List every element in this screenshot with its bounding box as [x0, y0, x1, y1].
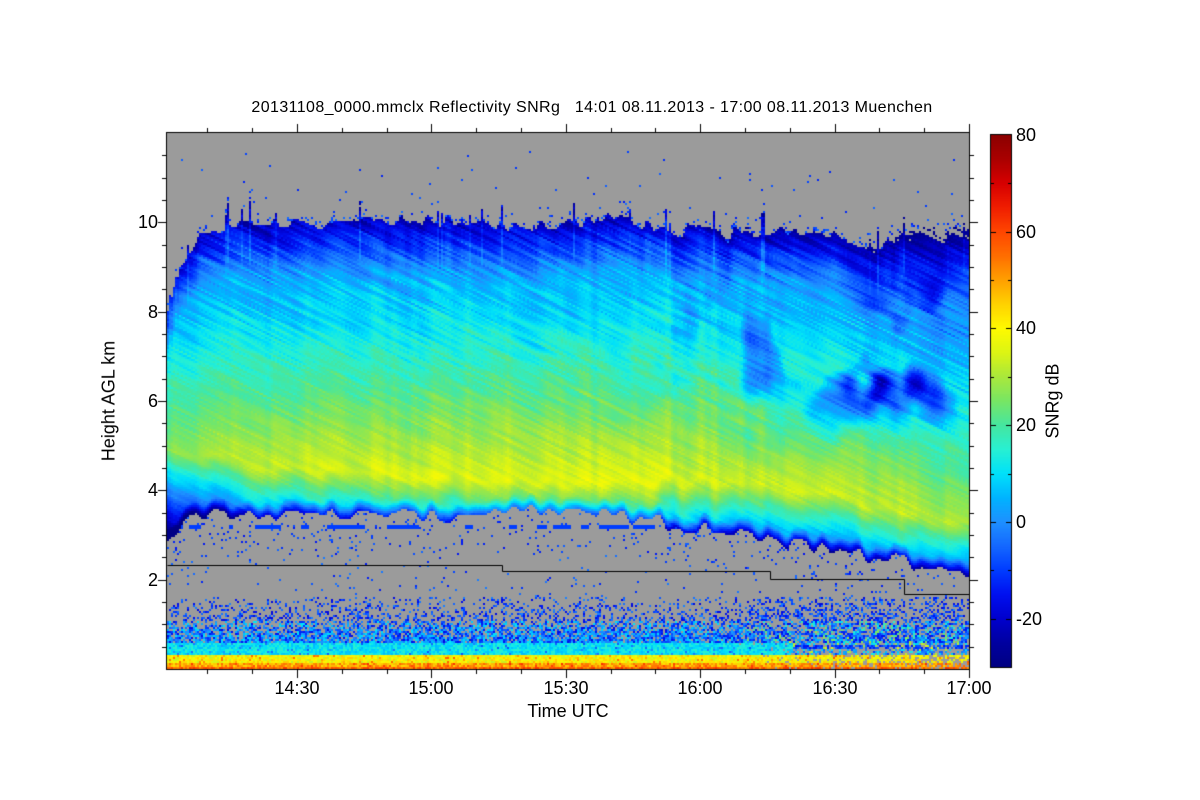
plot-title: 20131108_0000.mmclx Reflectivity SNRg 14…: [251, 99, 933, 116]
colorbar-label: SNRg dB: [1042, 363, 1063, 439]
x-axis-label: Time UTC: [527, 701, 609, 721]
y-axis-label: Height AGL km: [98, 340, 119, 462]
